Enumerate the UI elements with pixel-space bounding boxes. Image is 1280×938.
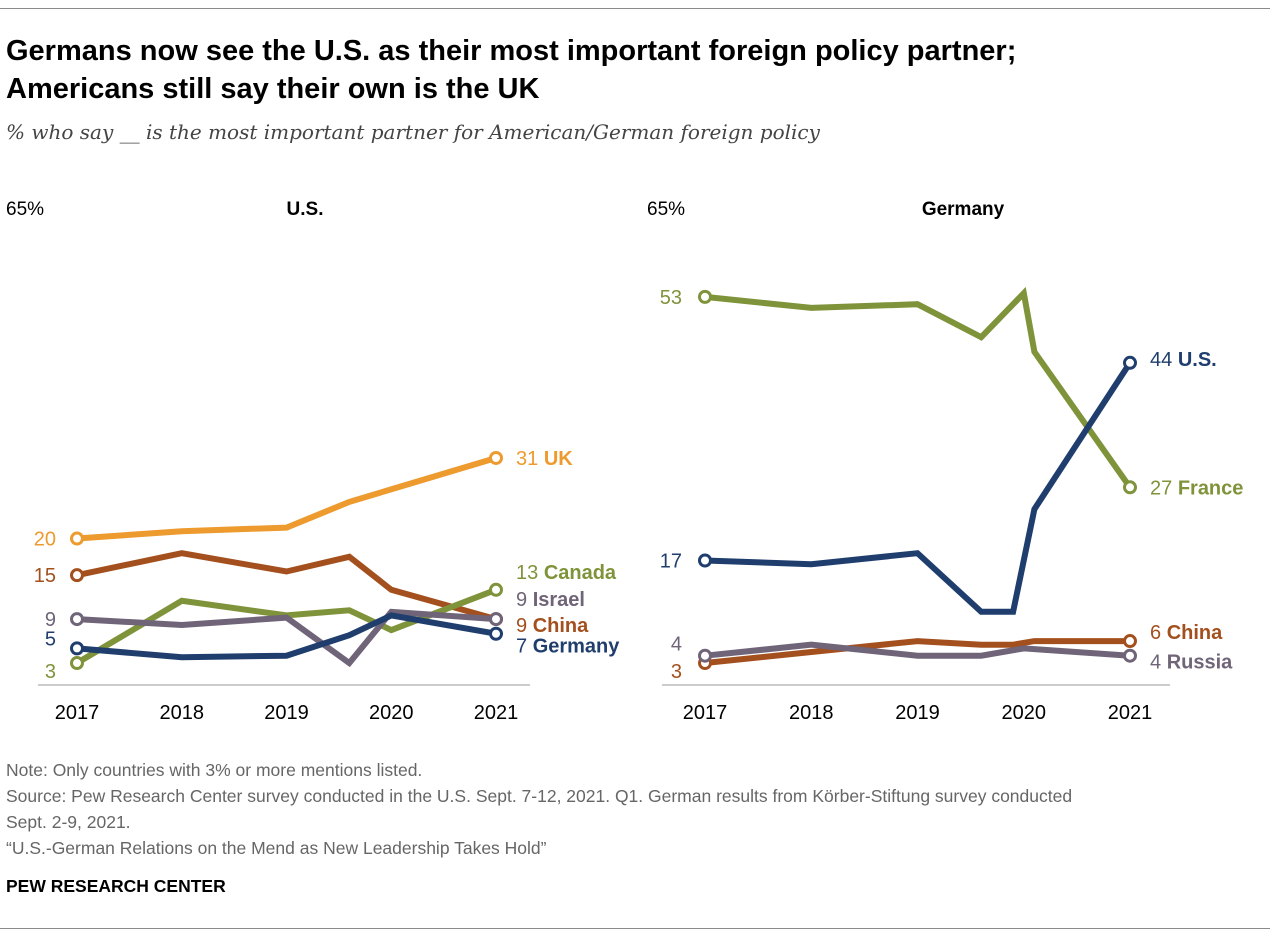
- series-line-germany: [76, 612, 497, 661]
- end-value: 9: [516, 615, 533, 637]
- series-line-canada: [75, 587, 498, 666]
- source-text-line-2: Sept. 2-9, 2021.: [6, 812, 131, 832]
- point-end-germany: [489, 626, 503, 641]
- x-tick-label: 2019: [895, 702, 940, 724]
- end-value: 27: [1150, 477, 1178, 499]
- x-tick-label: 2021: [1108, 702, 1153, 724]
- series-name: Israel: [533, 589, 585, 611]
- series-line-israel: [76, 608, 497, 668]
- series-name: UK: [544, 448, 573, 470]
- series-name: France: [1178, 477, 1244, 499]
- data-label-end-russia: 4 Russia: [1150, 652, 1233, 674]
- x-tick-label: 2017: [683, 702, 728, 724]
- end-value: 4: [1150, 652, 1167, 674]
- x-tick-label: 2020: [1002, 702, 1047, 724]
- end-value: 9: [516, 589, 533, 611]
- x-tick-label: 2018: [789, 702, 834, 724]
- point-end-china: [1123, 634, 1137, 649]
- x-tick-label: 2017: [55, 702, 100, 724]
- series-name: Germany: [533, 636, 621, 658]
- point-end-uk: [489, 450, 503, 465]
- data-label-end-china: 9 China: [516, 615, 589, 637]
- x-tick-label: 2019: [264, 702, 309, 724]
- series-name: Russia: [1167, 652, 1233, 674]
- series-line-china: [76, 550, 497, 622]
- point-end-russia: [1123, 648, 1137, 663]
- title-line-2: Americans still say their own is the UK: [6, 73, 540, 105]
- data-label-end-uk: 31 UK: [516, 448, 573, 470]
- data-label-end-germany: 7 Germany: [516, 636, 620, 658]
- data-label-end-france: 27 France: [1150, 477, 1243, 499]
- point-start-uk: [70, 531, 84, 546]
- source-text-line-1: Source: Pew Research Center survey condu…: [6, 786, 1073, 806]
- data-label-start-israel: 9: [45, 609, 56, 631]
- panel-title: U.S.: [287, 199, 324, 220]
- data-label-start-u-s: 17: [660, 551, 682, 573]
- panel-u-s: 65% U.S. 2017 2018 2019 2020 2021 20 31 UK 15 9 Ch…: [6, 199, 620, 724]
- end-value: 31: [516, 448, 544, 470]
- series-line-france: [704, 286, 1133, 490]
- y-top-label: 65%: [647, 199, 685, 220]
- data-label-end-china: 6 China: [1150, 622, 1223, 644]
- panel-title: Germany: [922, 199, 1005, 220]
- data-label-start-china: 3: [671, 661, 682, 683]
- bottom-rule: [0, 928, 1270, 929]
- end-value: 7: [516, 636, 533, 658]
- y-top-label: 65%: [6, 199, 44, 220]
- point-start-germany: [70, 641, 84, 656]
- point-end-canada: [489, 582, 503, 597]
- data-label-start-russia: 4: [671, 634, 682, 656]
- data-label-end-canada: 13 Canada: [516, 562, 617, 584]
- end-value: 44: [1150, 349, 1178, 371]
- x-tick-label: 2021: [474, 702, 519, 724]
- report-title-text: “U.S.-German Relations on the Mend as Ne…: [6, 838, 547, 858]
- point-start-france: [698, 289, 712, 304]
- series-name: China: [1167, 622, 1223, 644]
- point-start-u-s: [698, 553, 712, 568]
- series-name: U.S.: [1178, 349, 1217, 371]
- data-label-end-u-s: 44 U.S.: [1150, 349, 1217, 371]
- data-label-start-china: 15: [34, 565, 56, 587]
- end-value: 6: [1150, 622, 1167, 644]
- point-end-israel: [489, 612, 503, 627]
- point-start-china: [70, 568, 84, 583]
- chart-title: Germans now see the U.S. as their most i…: [6, 32, 1256, 108]
- series-line-russia: [704, 641, 1131, 659]
- point-start-canada: [70, 656, 84, 671]
- brand-name: PEW RESEARCH CENTER: [6, 876, 226, 896]
- series-name: Canada: [544, 562, 617, 584]
- series-name: China: [533, 615, 589, 637]
- note-text: Note: Only countries with 3% or more men…: [6, 760, 423, 780]
- chart-subtitle: % who say __ is the most important partn…: [6, 120, 820, 144]
- series-line-u-s: [704, 361, 1133, 615]
- data-label-start-uk: 20: [34, 529, 56, 551]
- x-tick-label: 2020: [369, 702, 414, 724]
- point-end-france: [1123, 480, 1137, 495]
- point-start-russia: [698, 648, 712, 663]
- panel-germany: 65% Germany 2017 2018 2019 2020 2021 53 27 Franc…: [647, 199, 1243, 724]
- data-label-start-germany: 5: [45, 628, 56, 650]
- title-line-1: Germans now see the U.S. as their most i…: [6, 35, 1017, 67]
- data-label-start-canada: 3: [45, 661, 56, 683]
- notes-block: Note: Only countries with 3% or more men…: [6, 757, 1256, 861]
- top-rule: [0, 8, 1270, 9]
- data-label-start-france: 53: [660, 287, 682, 309]
- charts-canvas: 65% U.S. 2017 2018 2019 2020 2021 20 31 UK 15 9 Ch…: [6, 199, 1243, 724]
- series-line-uk: [76, 455, 497, 542]
- data-label-end-israel: 9 Israel: [516, 589, 585, 611]
- end-value: 13: [516, 562, 544, 584]
- series-line-china: [704, 638, 1130, 666]
- x-tick-label: 2018: [160, 702, 205, 724]
- point-end-u-s: [1123, 355, 1137, 370]
- point-start-israel: [70, 612, 84, 627]
